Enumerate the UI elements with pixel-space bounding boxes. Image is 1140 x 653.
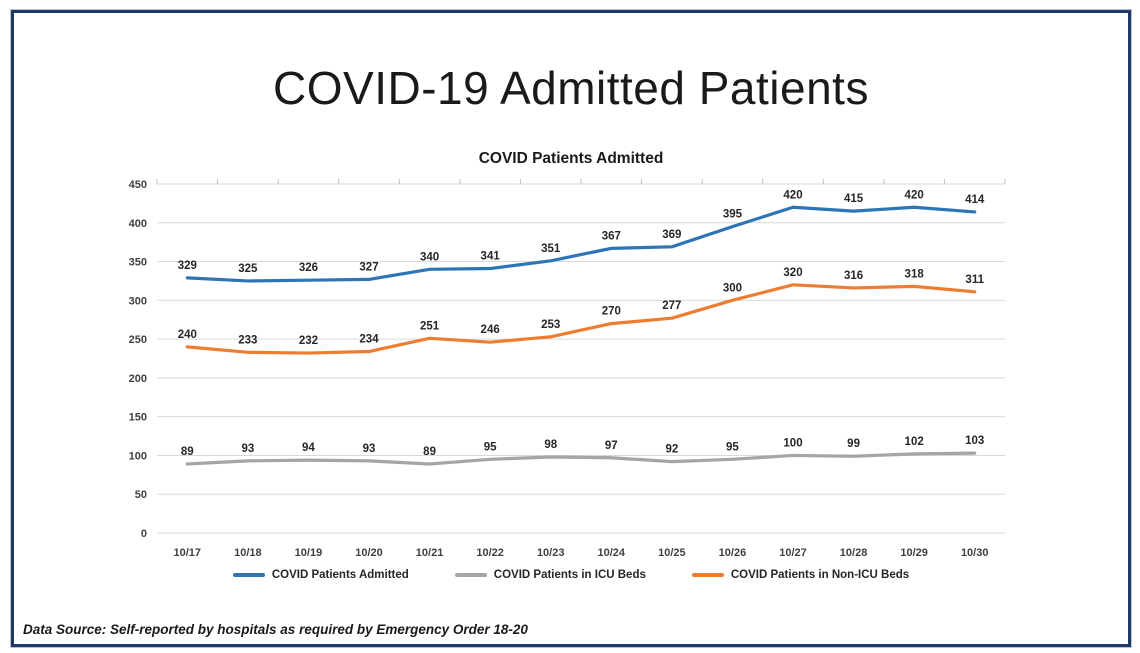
data-label: 414 <box>965 194 985 206</box>
data-label: 326 <box>299 262 318 274</box>
legend-item-covid-patients-in-icu-beds: COVID Patients in ICU Beds <box>454 569 646 581</box>
data-label: 98 <box>544 439 557 451</box>
y-axis-label: 400 <box>129 218 147 230</box>
data-label: 232 <box>299 335 318 347</box>
data-label: 420 <box>783 189 802 201</box>
data-label: 311 <box>965 274 984 286</box>
data-label: 233 <box>238 334 257 346</box>
data-source-note: Data Source: Self-reported by hospitals … <box>23 622 528 637</box>
legend-item-covid-patients-in-non-icu-beds: COVID Patients in Non-ICU Beds <box>691 569 910 581</box>
data-label: 318 <box>905 268 925 280</box>
data-label: 246 <box>481 324 500 336</box>
x-axis-label: 10/22 <box>476 547 504 559</box>
series-line-covid-patients-in-non-icu-beds <box>185 283 977 355</box>
y-axis-label: 300 <box>129 295 147 307</box>
x-axis-label: 10/27 <box>779 547 807 559</box>
data-label: 300 <box>723 282 742 294</box>
legend-label: COVID Patients in Non-ICU Beds <box>730 569 910 581</box>
line-chart: 0 50 100 150 200 250 300 350 400 450 10/17 10/18 10/… <box>129 179 1006 559</box>
series-line-covid-patients-admitted <box>185 205 977 283</box>
data-label: 103 <box>965 435 984 447</box>
legend-label: COVID Patients Admitted <box>271 569 409 581</box>
data-label: 327 <box>359 261 378 273</box>
x-axis-label: 10/30 <box>961 547 989 559</box>
data-label: 367 <box>602 230 621 242</box>
x-axis-label: 10/20 <box>355 547 383 559</box>
legend-line-marker <box>232 573 265 577</box>
data-label: 92 <box>665 444 678 456</box>
page-title: COVID-19 Admitted Patients <box>273 62 869 114</box>
x-axis-label: 10/23 <box>537 547 565 559</box>
x-axis-label: 10/28 <box>840 547 868 559</box>
legend-item-covid-patients-admitted: COVID Patients Admitted <box>232 569 409 581</box>
data-label: 316 <box>844 270 863 282</box>
y-axis-label: 250 <box>129 334 147 346</box>
legend-label: COVID Patients in ICU Beds <box>493 569 646 581</box>
chart-title: COVID Patients Admitted <box>478 150 664 167</box>
x-axis-label: 10/25 <box>658 547 686 559</box>
x-axis-label: 10/26 <box>719 547 747 559</box>
data-label: 102 <box>905 436 924 448</box>
data-label: 240 <box>178 329 197 341</box>
data-label: 395 <box>723 209 743 221</box>
chart-legend: COVID Patients Admitted COVID Patients in… <box>14 569 1128 581</box>
data-label: 97 <box>605 440 618 452</box>
data-label: 415 <box>844 193 864 205</box>
legend-line-marker <box>454 573 487 577</box>
data-label: 95 <box>726 441 739 453</box>
data-label: 270 <box>602 306 621 318</box>
data-label: 234 <box>359 334 379 346</box>
slide-frame: COVID-19 Admitted Patients COVID Patient… <box>11 10 1131 647</box>
data-label: 93 <box>363 443 376 455</box>
data-label: 340 <box>420 251 439 263</box>
data-label: 329 <box>178 260 197 272</box>
series-line-covid-patients-in-icu-beds <box>185 451 977 466</box>
y-axis-label: 100 <box>129 450 147 462</box>
y-axis-label: 200 <box>129 373 147 385</box>
data-label: 89 <box>423 446 436 458</box>
data-label: 251 <box>420 320 440 332</box>
y-axis-label: 0 <box>141 528 147 540</box>
data-label: 95 <box>484 441 497 453</box>
legend-line-marker <box>691 573 724 577</box>
data-label: 253 <box>541 319 560 331</box>
x-axis-label: 10/21 <box>416 547 444 559</box>
x-axis-label: 10/24 <box>598 547 626 559</box>
data-label: 93 <box>241 443 254 455</box>
data-label: 94 <box>302 442 315 454</box>
data-label: 277 <box>662 300 681 312</box>
x-axis-label: 10/19 <box>295 547 323 559</box>
y-axis-label: 150 <box>129 412 147 424</box>
data-label: 99 <box>847 438 860 450</box>
data-label: 341 <box>481 251 501 263</box>
x-axis-label: 10/29 <box>900 547 928 559</box>
data-label: 89 <box>181 446 194 458</box>
data-label: 325 <box>238 263 258 275</box>
y-axis-label: 350 <box>129 257 147 269</box>
data-label: 369 <box>662 229 681 241</box>
data-label: 351 <box>541 243 561 255</box>
y-axis-label: 50 <box>135 489 147 501</box>
data-label: 320 <box>783 267 802 279</box>
x-axis-label: 10/18 <box>234 547 262 559</box>
data-label: 100 <box>783 437 802 449</box>
y-axis-label: 450 <box>129 179 147 191</box>
data-label: 420 <box>905 189 924 201</box>
x-axis-label: 10/17 <box>174 547 202 559</box>
